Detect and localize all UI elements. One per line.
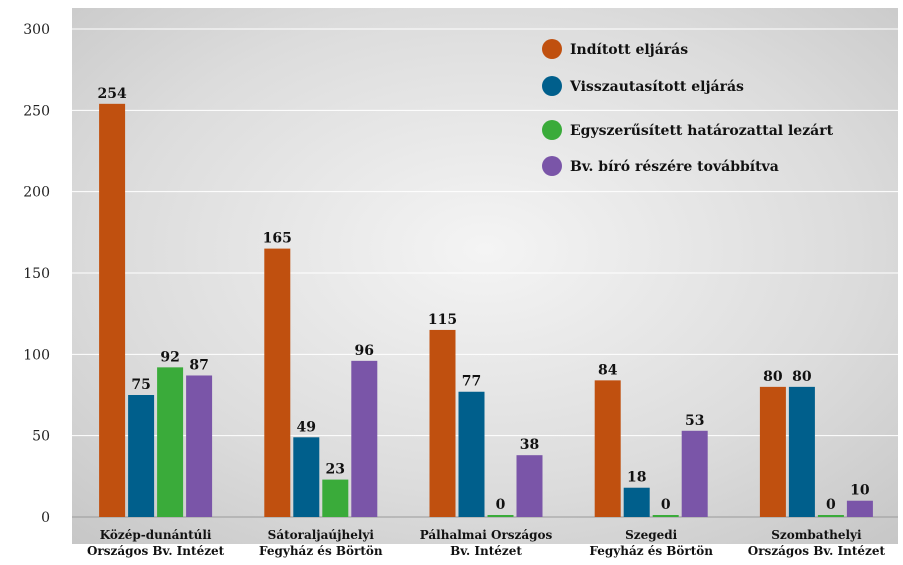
bar bbox=[487, 515, 514, 517]
bar bbox=[623, 487, 650, 517]
data-label: 77 bbox=[462, 374, 481, 390]
bar bbox=[351, 360, 378, 517]
data-label: 96 bbox=[355, 343, 374, 359]
legend-swatch bbox=[542, 156, 562, 176]
data-label: 23 bbox=[326, 462, 345, 478]
bar bbox=[99, 103, 126, 518]
bar bbox=[186, 375, 213, 517]
legend-entry-label: Visszautasított eljárás bbox=[569, 79, 744, 95]
bars bbox=[99, 103, 873, 518]
data-label: 10 bbox=[850, 483, 870, 499]
y-tick-label: 100 bbox=[23, 347, 50, 363]
data-label: 84 bbox=[598, 362, 618, 378]
data-label: 53 bbox=[685, 413, 704, 429]
x-category-label: Országos Bv. Intézet bbox=[87, 544, 225, 558]
bar bbox=[516, 455, 543, 517]
bar bbox=[788, 386, 815, 517]
data-label: 18 bbox=[627, 470, 646, 486]
x-category-label: Bv. Intézet bbox=[450, 544, 522, 558]
legend-entry-label: Bv. bíró részére továbbítva bbox=[570, 159, 779, 175]
legend-entry-label: Egyszerűsített határozattal lezárt bbox=[570, 123, 834, 139]
y-axis: 0 50 100 150 200 250 300 bbox=[23, 22, 50, 526]
data-label: 38 bbox=[520, 437, 539, 453]
data-label: 115 bbox=[428, 312, 457, 328]
data-label: 0 bbox=[826, 497, 836, 513]
data-label: 75 bbox=[131, 377, 150, 393]
x-category-label: Szegedi bbox=[625, 528, 678, 542]
bar bbox=[429, 329, 456, 517]
legend-entry-label: Indított eljárás bbox=[570, 42, 688, 58]
data-labels: 254 75 92 87 165 49 23 96 115 77 0 38 84 18 0 53 80 80 0 10 bbox=[97, 86, 869, 513]
y-tick-label: 250 bbox=[23, 103, 50, 119]
bar bbox=[293, 437, 320, 517]
x-category-label: Sátoraljaújhelyi bbox=[268, 528, 375, 542]
legend: Indított eljárás Visszautasított eljárás E… bbox=[542, 39, 834, 176]
legend-swatch bbox=[542, 39, 562, 59]
y-tick-label: 150 bbox=[23, 266, 50, 282]
bar bbox=[458, 391, 485, 517]
bar bbox=[594, 380, 621, 517]
y-tick-label: 300 bbox=[23, 22, 50, 38]
data-label: 92 bbox=[160, 349, 179, 365]
bar bbox=[264, 248, 291, 517]
data-label: 254 bbox=[97, 86, 126, 102]
data-label: 80 bbox=[763, 369, 783, 385]
data-label: 0 bbox=[496, 497, 506, 513]
x-category-label: Közép-dunántúli bbox=[100, 528, 212, 542]
x-category-label: Fegyház és Börtön bbox=[259, 544, 383, 558]
bar bbox=[846, 500, 873, 517]
bar bbox=[157, 367, 184, 517]
bar bbox=[759, 386, 786, 517]
bar bbox=[817, 515, 844, 517]
data-label: 80 bbox=[792, 369, 812, 385]
x-category-label: Pálhalmai Országos bbox=[420, 528, 553, 542]
data-label: 49 bbox=[297, 419, 316, 435]
bar bbox=[322, 479, 349, 517]
x-category-label: Szombathelyi bbox=[771, 528, 862, 542]
data-label: 87 bbox=[189, 357, 208, 373]
y-tick-label: 200 bbox=[23, 185, 50, 201]
x-category-label: Fegyház és Börtön bbox=[589, 544, 713, 558]
y-tick-label: 50 bbox=[32, 429, 50, 445]
bar bbox=[128, 395, 155, 517]
bar bbox=[681, 430, 708, 517]
bar bbox=[652, 515, 679, 517]
x-category-label: Országos Bv. Intézet bbox=[748, 544, 886, 558]
y-tick-label: 0 bbox=[41, 510, 50, 526]
legend-swatch bbox=[542, 120, 562, 140]
x-axis: Közép-dunántúli Országos Bv. Intézet Sátor… bbox=[87, 528, 885, 558]
data-label: 165 bbox=[263, 231, 292, 247]
data-label: 0 bbox=[661, 497, 671, 513]
legend-swatch bbox=[542, 76, 562, 96]
